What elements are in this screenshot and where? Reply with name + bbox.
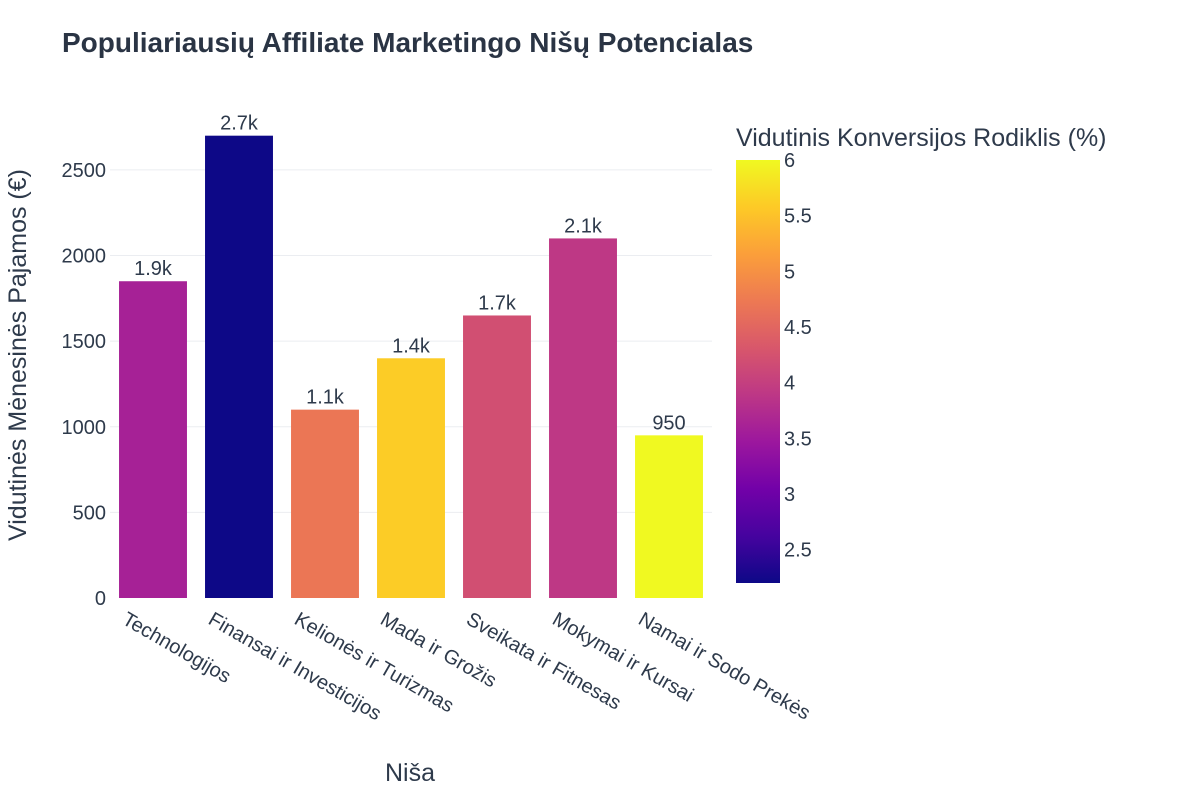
y-tick-label: 2000 [62, 246, 107, 268]
bars [119, 135, 703, 598]
colorbar-tick-label: 4.5 [784, 317, 812, 339]
colorbar-ticks: 2.5 3 3.5 4 4.5 5 5.5 6 [784, 150, 812, 562]
bar [377, 358, 445, 598]
y-tick-label: 1500 [62, 331, 107, 353]
y-axis-title: Vidutinės Mėnesinės Pajamos (€) [4, 169, 32, 541]
colorbar-tick-label: 5 [784, 261, 795, 283]
bar-data-label: 1.1k [306, 387, 345, 409]
bar [635, 435, 703, 598]
colorbar: Vidutinis Konversijos Rodiklis (%) 2.5 3 3… [736, 124, 1107, 583]
y-tick-label: 0 [95, 588, 106, 610]
x-tick-label: Mokymai ir Kursai [549, 608, 698, 707]
colorbar-tick-label: 5.5 [784, 206, 812, 228]
bar [205, 135, 273, 598]
bar [549, 238, 617, 598]
colorbar-gradient [736, 160, 780, 583]
bar [291, 409, 359, 598]
bar-data-label: 950 [652, 412, 685, 434]
bar-data-label: 2.1k [564, 215, 603, 237]
y-tick-label: 1000 [62, 417, 107, 439]
colorbar-title: Vidutinis Konversijos Rodiklis (%) [736, 124, 1107, 152]
colorbar-tick-label: 2.5 [784, 540, 812, 562]
bar-data-label: 2.7k [220, 113, 259, 135]
bar-data-label: 1.9k [134, 258, 173, 280]
bar [463, 315, 531, 598]
y-tick-label: 2500 [62, 160, 107, 182]
colorbar-tick-label: 3 [784, 484, 795, 506]
bar-data-label: 1.4k [392, 335, 431, 357]
data-labels: 1.9k 2.7k 1.1k 1.4k 1.7k 2.1k 950 [134, 113, 686, 435]
colorbar-tick-label: 3.5 [784, 428, 812, 450]
colorbar-tick-label: 6 [784, 150, 795, 172]
x-axis-title: Niša [385, 759, 435, 787]
colorbar-tick-label: 4 [784, 373, 795, 395]
bar [119, 281, 187, 598]
y-tick-label: 500 [73, 502, 106, 524]
y-axis-ticks: 0 500 1000 1500 2000 2500 [62, 160, 107, 610]
chart-title: Populiariausių Affiliate Marketingo Nišų… [62, 27, 753, 58]
bar-data-label: 1.7k [478, 292, 517, 314]
x-tick-label: Sveikata ir Fitnesas [463, 608, 625, 714]
